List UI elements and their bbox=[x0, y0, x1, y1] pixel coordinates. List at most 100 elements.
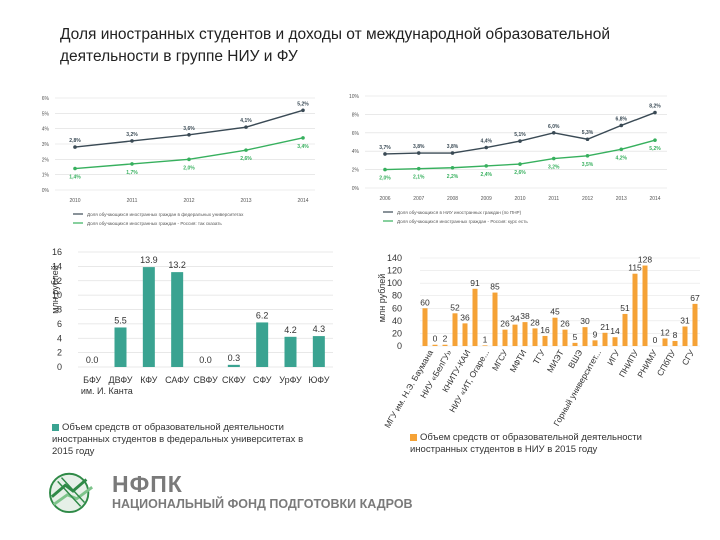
income-niu-data-label: 26 bbox=[500, 319, 510, 329]
share-fu-data-label-1: 1,7% bbox=[126, 170, 138, 176]
share-fu-ytick: 5% bbox=[42, 111, 50, 117]
income-niu-data-label: 8 bbox=[673, 330, 678, 340]
income-niu-data-label: 30 bbox=[580, 316, 590, 326]
income-niu-bar bbox=[432, 344, 438, 346]
share-niu-ytick: 4% bbox=[352, 149, 360, 155]
income-fu-bar bbox=[227, 364, 240, 367]
share-fu-point-1 bbox=[244, 148, 248, 152]
income-fu-ytick: 4 bbox=[57, 333, 62, 343]
share-fu-legend-label-1: Доля обучающихся иностранных граждан - Р… bbox=[87, 221, 222, 226]
share-fu-data-label-0: 5,2% bbox=[297, 101, 309, 107]
income-niu-data-label: 28 bbox=[530, 317, 540, 327]
share-fu-xtick: 2011 bbox=[127, 198, 138, 204]
income-niu-bar bbox=[602, 332, 608, 346]
income-fu-ytick: 8 bbox=[57, 305, 62, 315]
income-niu-data-label: 21 bbox=[600, 322, 610, 332]
income-fu-category-sublabel: им. И. Канта bbox=[81, 386, 133, 396]
income-niu-bar bbox=[572, 342, 578, 346]
income-niu-ytick: 0 bbox=[397, 341, 402, 351]
income-niu-bar bbox=[612, 337, 618, 346]
income-fu-ylabel: млн рублей bbox=[50, 265, 60, 313]
income-niu-data-label: 2 bbox=[443, 334, 448, 344]
income-niu-data-label: 5 bbox=[573, 332, 578, 342]
share-fu-data-label-0: 3,2% bbox=[126, 132, 138, 138]
income-niu-data-label: 85 bbox=[490, 282, 500, 292]
share-niu-ytick: 8% bbox=[352, 112, 360, 118]
share-niu-point-0 bbox=[416, 151, 421, 155]
income-niu-data-label: 31 bbox=[680, 316, 690, 326]
income-niu-category: СГУ bbox=[680, 347, 697, 366]
share-niu-data-label-0: 5,1% bbox=[514, 132, 526, 138]
income-niu-data-label: 51 bbox=[620, 303, 630, 313]
income-niu-bar bbox=[522, 322, 528, 346]
income-niu-bar bbox=[472, 288, 478, 346]
income-niu-ytick: 60 bbox=[392, 303, 402, 313]
share-niu-data-label-0: 3,8% bbox=[447, 144, 459, 150]
income-niu-ytick: 20 bbox=[392, 328, 402, 338]
income-fu-category: СКФУ bbox=[222, 375, 246, 385]
share-fu-xtick: 2012 bbox=[183, 198, 194, 204]
share-niu-point-0 bbox=[551, 131, 556, 135]
share-niu-point-0 bbox=[450, 151, 455, 155]
income-fu-data-label: 13.2 bbox=[168, 260, 186, 270]
share-fu-data-label-1: 2,0% bbox=[183, 165, 195, 171]
income-niu-bar bbox=[422, 308, 428, 346]
income-fu-bar-chart: 0 2 4 6 8 10 12 14 16 млн рублей 0.0 БФУ 5.5 ДВФУ 13.9… bbox=[50, 247, 333, 396]
share-niu-point-1 bbox=[653, 138, 657, 142]
share-fu-point-0 bbox=[73, 145, 77, 149]
share-niu-data-label-1: 2,0% bbox=[379, 176, 391, 182]
footer-title: НФПК bbox=[112, 471, 183, 497]
income-fu-ytick: 14 bbox=[52, 261, 62, 271]
share-niu-ytick: 2% bbox=[352, 168, 360, 174]
income-fu-category: КФУ bbox=[140, 375, 157, 385]
share-niu-data-label-0: 3,7% bbox=[379, 145, 391, 151]
share-niu-point-0 bbox=[585, 137, 590, 142]
income-fu-data-label: 0.3 bbox=[228, 353, 241, 363]
share-fu-ytick: 1% bbox=[42, 173, 50, 179]
share-niu-point-1 bbox=[416, 166, 421, 171]
share-niu-data-label-0: 6,8% bbox=[616, 116, 628, 122]
income-niu-bar bbox=[482, 345, 488, 346]
income-fu-ytick: 6 bbox=[57, 319, 62, 329]
income-niu-data-label: 91 bbox=[470, 278, 480, 288]
income-niu-data-label: 14 bbox=[610, 326, 620, 336]
share-niu-data-label-1: 3,2% bbox=[548, 165, 560, 171]
income-fu-ytick: 10 bbox=[52, 290, 62, 300]
share-fu-point-1 bbox=[73, 166, 77, 171]
income-niu-category: МФТИ bbox=[508, 348, 529, 374]
share-niu-point-1 bbox=[450, 165, 455, 170]
share-niu-data-label-1: 2,6% bbox=[514, 170, 526, 176]
share-niu-xtick: 2010 bbox=[514, 196, 525, 202]
income-niu-data-label: 67 bbox=[690, 293, 700, 303]
income-niu-data-label: 45 bbox=[550, 307, 560, 317]
share-niu-xtick: 2007 bbox=[413, 196, 424, 202]
share-niu-ytick: 0% bbox=[352, 186, 360, 192]
income-fu-ytick: 12 bbox=[52, 276, 62, 286]
income-fu-ytick: 2 bbox=[57, 348, 62, 358]
share-fu-line-chart: 0% 1% 2% 3% 4% 5% 6% 2010 2011 2012 2013 2014 2,8% 3,… bbox=[42, 96, 315, 226]
share-fu-series-line-1 bbox=[74, 137, 304, 170]
share-niu-point-1 bbox=[551, 156, 556, 161]
income-niu-bar bbox=[582, 327, 588, 346]
income-fu-bar bbox=[142, 267, 155, 367]
income-niu-data-label: 128 bbox=[638, 255, 652, 265]
share-niu-point-1 bbox=[484, 164, 489, 168]
share-niu-xtick: 2013 bbox=[616, 196, 627, 202]
income-niu-ytick: 80 bbox=[392, 291, 402, 301]
share-fu-ytick: 3% bbox=[42, 142, 50, 148]
income-niu-data-label: 26 bbox=[560, 319, 570, 329]
income-fu-ytick: 16 bbox=[52, 247, 62, 257]
income-niu-bar bbox=[642, 265, 648, 346]
income-niu-bar bbox=[622, 313, 628, 346]
share-fu-data-label-1: 3,4% bbox=[297, 144, 309, 150]
income-niu-bar bbox=[542, 335, 548, 346]
share-niu-point-0 bbox=[383, 152, 387, 156]
share-fu-xtick: 2014 bbox=[297, 198, 308, 204]
income-fu-category: УрФУ bbox=[279, 375, 302, 385]
income-niu-bar bbox=[662, 338, 668, 346]
share-fu-data-label-1: 2,6% bbox=[240, 156, 252, 162]
income-niu-data-label: 34 bbox=[510, 314, 520, 324]
income-fu-category: САФУ bbox=[165, 375, 189, 385]
share-niu-point-0 bbox=[653, 110, 657, 115]
